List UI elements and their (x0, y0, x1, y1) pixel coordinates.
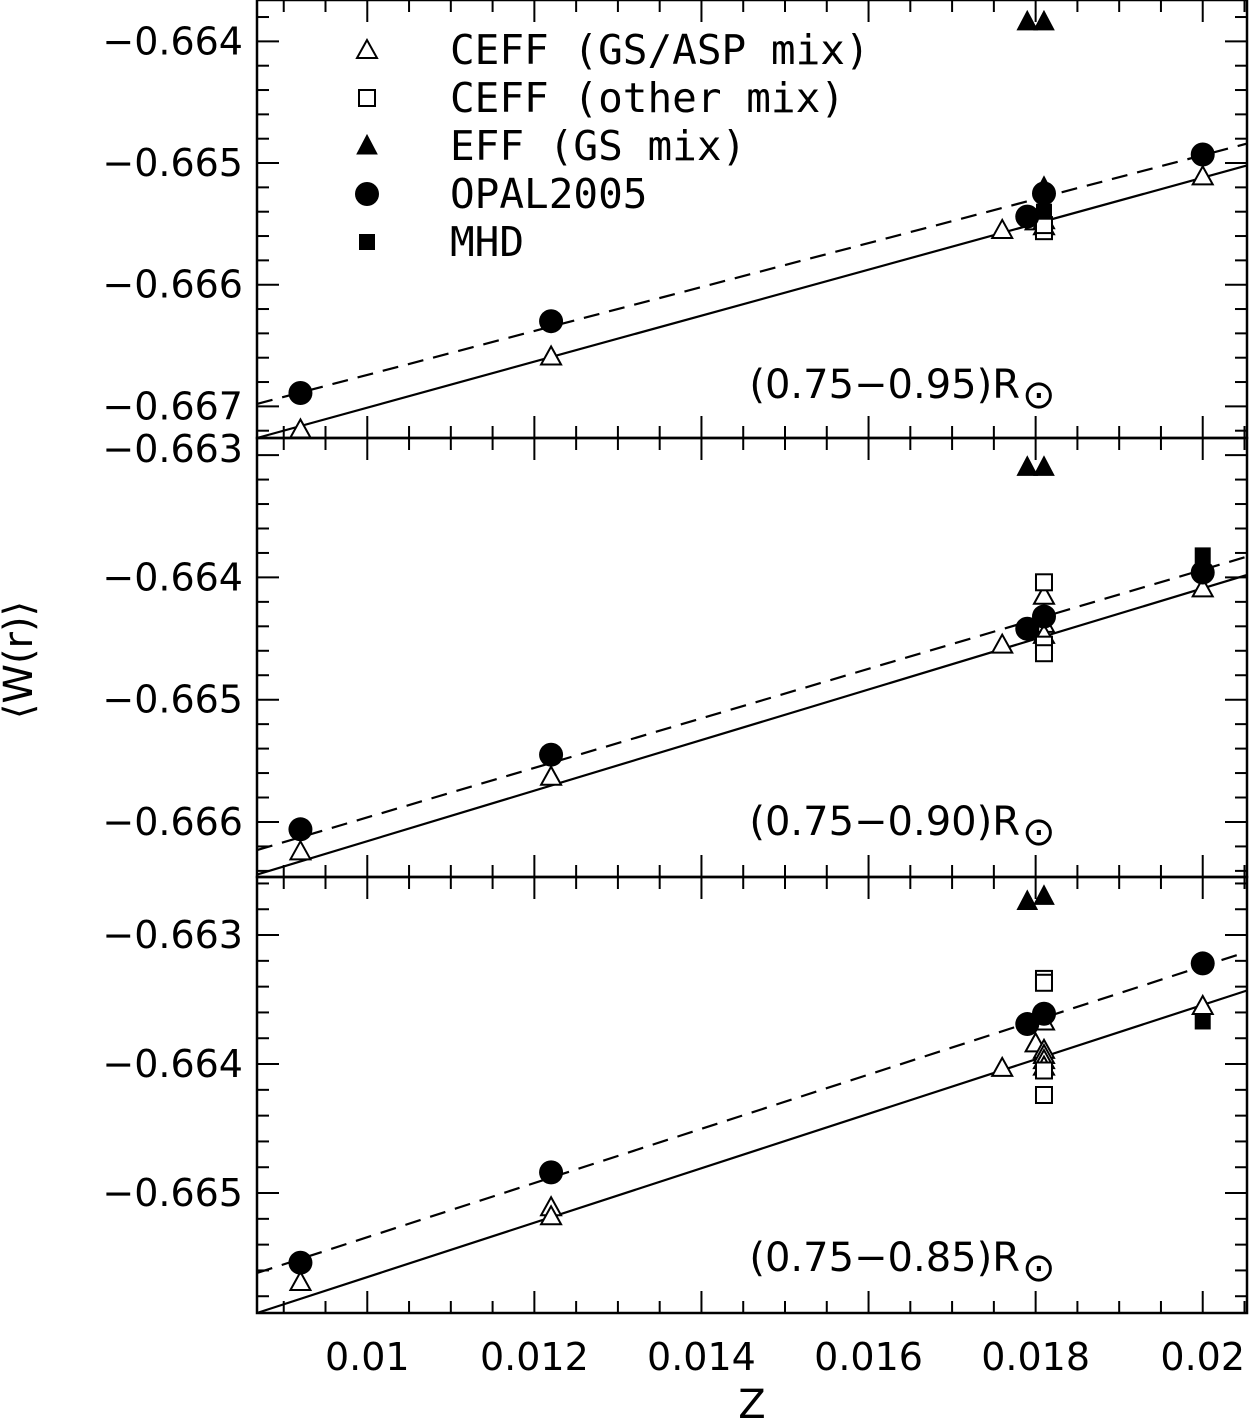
data-point-filled-triangle (1033, 9, 1055, 31)
legend-label: EFF (GS mix) (450, 122, 746, 170)
panels-group: −0.667 −0.666 −0.665 −0.664 −0.663 (0.75−0.95… (102, 0, 1249, 1379)
x-axis-title: Z (738, 1382, 765, 1425)
panel-label: (0.75−0.95)R (749, 362, 1020, 408)
panel-label: (0.75−0.85)R (749, 1235, 1020, 1281)
panel-label: (0.75−0.90)R (749, 799, 1020, 845)
data-point-open-triangle (288, 839, 313, 861)
y-tick-label: −0.663 (102, 913, 243, 957)
data-point-filled-triangle (1033, 884, 1055, 905)
data-point-filled-triangle (1033, 455, 1055, 476)
data-point-open-square (1034, 1061, 1053, 1080)
data-point-filled-circle (539, 1160, 564, 1185)
data-point-open-triangle (1191, 993, 1215, 1015)
data-point-filled-circle (1190, 560, 1215, 585)
y-tick-label: −0.666 (102, 800, 243, 844)
data-point-open-triangle (539, 344, 563, 366)
data-point-open-triangle (1191, 164, 1215, 186)
panel-frame (255, 875, 1249, 1315)
x-tick-label: 0.02 (1160, 1335, 1245, 1379)
y-tick-label-top: −0.663 (102, 427, 243, 471)
legend-label: CEFF (other mix) (450, 74, 845, 122)
legend-label: CEFF (GS/ASP mix) (450, 26, 870, 74)
data-point-open-triangle (1032, 583, 1056, 605)
data-point-open-square (1034, 973, 1053, 992)
panel-2: −0.666 −0.665 −0.664 (0.75−0.90)R ⊙ (102, 436, 1249, 879)
data-point-filled-circle (1031, 181, 1056, 206)
data-point-open-triangle (539, 764, 563, 786)
data-point-filled-circle (288, 817, 313, 842)
data-point-open-square (1034, 1086, 1053, 1104)
legend: CEFF (GS/ASP mix)CEFF (other mix)EFF (GS… (355, 26, 870, 266)
data-point-open-square (1034, 573, 1053, 592)
data-point-open-triangle (990, 217, 1014, 239)
x-tick-label: 0.012 (480, 1335, 589, 1379)
fit-line-dashed (256, 555, 1248, 852)
y-tick-label: −0.665 (102, 1171, 243, 1215)
data-point-filled-circle (1190, 142, 1215, 167)
legend-label: MHD (450, 218, 524, 266)
fit-line-solid (256, 989, 1248, 1315)
sun-symbol: ⊙ (1022, 372, 1056, 418)
fit-line-dashed (256, 142, 1248, 405)
legend-marker-filled-circle (355, 182, 379, 206)
legend-marker-open-square (358, 89, 376, 107)
x-tick-label: 0.014 (647, 1335, 756, 1379)
legend-marker-open-triangle (355, 37, 379, 59)
data-point-filled-circle (1015, 204, 1040, 229)
x-tick-label: 0.016 (814, 1335, 923, 1379)
data-point-filled-square (1035, 203, 1052, 220)
y-tick-label: −0.667 (102, 384, 243, 428)
data-point-filled-circle (1031, 604, 1056, 629)
data-point-open-triangle (990, 1055, 1014, 1077)
data-point-open-triangle (1191, 576, 1215, 598)
panel-1: −0.667 −0.666 −0.665 −0.664 −0.663 (0.75−0.95… (102, 0, 1249, 471)
data-point-filled-square (1194, 1013, 1211, 1030)
data-point-filled-circle (1031, 1001, 1056, 1026)
legend-marker-filled-square (359, 234, 375, 250)
data-point-filled-circle (1190, 951, 1215, 976)
data-point-open-triangle (288, 1269, 313, 1292)
y-axis-title: ⟨W(r)⟩ (0, 601, 42, 719)
panel-3: −0.665 −0.664 −0.663 (0.75−0.85)R ⊙ (102, 875, 1249, 1315)
data-point-open-triangle (539, 1204, 563, 1226)
data-point-filled-triangle (1016, 455, 1039, 476)
fit-line-dashed (256, 950, 1248, 1275)
y-tick-label: −0.665 (102, 141, 243, 185)
legend-marker-filled-triangle (356, 133, 378, 155)
x-tick-label: 0.01 (325, 1335, 410, 1379)
data-point-filled-circle (1015, 616, 1040, 641)
data-point-filled-circle (539, 742, 564, 767)
legend-label: OPAL2005 (450, 170, 647, 218)
x-tick-label: 0.018 (981, 1335, 1090, 1379)
fit-line-solid (256, 573, 1248, 876)
data-point-filled-triangle (1016, 9, 1039, 31)
sun-symbol: ⊙ (1022, 1245, 1056, 1291)
data-point-filled-circle (288, 1250, 313, 1275)
data-point-filled-circle (539, 309, 564, 334)
data-point-filled-triangle (1016, 889, 1039, 911)
y-tick-label: −0.665 (102, 678, 243, 722)
y-tick-label: −0.664 (102, 555, 243, 599)
data-point-filled-square (1194, 547, 1211, 564)
y-tick-label: −0.664 (102, 1042, 243, 1086)
data-point-open-triangle (990, 632, 1014, 654)
data-point-open-square (1034, 644, 1053, 663)
y-tick-label: −0.666 (102, 263, 243, 307)
fit-line-solid (256, 164, 1248, 440)
data-point-filled-circle (288, 380, 313, 405)
y-tick-label: −0.664 (102, 19, 243, 63)
sun-symbol: ⊙ (1022, 809, 1056, 855)
